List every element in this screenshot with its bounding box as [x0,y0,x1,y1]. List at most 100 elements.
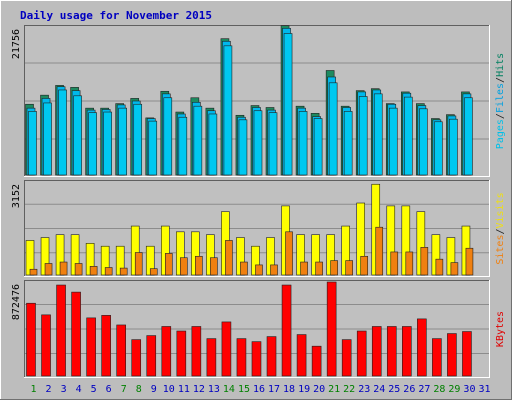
x-tick-label: 24 [373,384,385,395]
sites-bar [195,255,203,276]
x-tick-label: 12 [193,384,205,395]
x-tick-label: 3 [61,384,67,395]
sites-bar [119,267,128,276]
pages-bar [343,111,353,176]
pages-bar [268,112,278,176]
x-tick-label: 22 [343,384,355,395]
sites-bar [285,231,293,276]
x-tick-label: 30 [463,384,475,395]
x-tick-label: 14 [223,384,235,395]
x-tick-label: 9 [151,384,157,395]
sites-bar [270,264,278,276]
x-tick-label: 15 [238,384,250,395]
pages-bar [388,107,398,176]
kbytes-bar [116,324,126,377]
kbytes-bar [326,281,337,377]
kbytes-bar [417,318,427,377]
sites-visits-panel-legend-text: Sites/Visits [495,192,506,264]
legend-item: Hits [495,53,506,77]
pages-files-hits-panel-legend-text: Pages/Files/Hits [495,53,506,149]
sites-bar [255,264,263,276]
pages-bar [238,119,248,176]
legend-item: Visits [495,192,506,228]
pages-bar [103,111,112,176]
kbytes-bar [311,345,322,377]
sites-bar [330,260,338,276]
chart-title: Daily usage for November 2015 [20,9,212,22]
sites-bar [59,261,68,276]
sites-bar [240,261,248,276]
kbytes-bar [41,314,51,377]
sites-visits-panel-legend: Sites/Visits [495,192,506,264]
pages-bar [283,33,293,176]
pages-bar [28,111,37,176]
pages-bar [58,89,67,176]
pages-bar [88,112,97,176]
legend-item: KBytes [495,311,506,347]
sites-bar [164,253,173,276]
pages-bar [419,108,428,176]
kbytes-bar [26,302,36,377]
sites-bar [134,252,143,276]
x-tick-label: 7 [121,384,127,395]
kbytes-bar [341,339,352,377]
kbytes-bar [386,326,397,377]
x-tick-label: 16 [253,384,265,395]
kbytes-bar [206,338,217,377]
x-tick-label: 23 [358,384,370,395]
sites-bar [375,226,384,276]
legend-item: Pages [495,119,506,149]
kbytes-bar [462,331,472,377]
kbytes-bar [236,338,247,377]
kbytes-bar [191,326,202,377]
sites-bar [29,268,38,276]
kbytes-bar [356,330,367,377]
x-tick-label: 26 [403,384,415,395]
sites-bar [420,247,429,276]
pages-bar [373,93,383,176]
sites-bar [180,257,188,276]
x-tick-label: 29 [448,384,460,395]
pages-bar [464,97,473,176]
sites-bar [465,247,474,276]
kbytes-bar [266,336,277,377]
pages-bar [73,95,82,176]
kbytes-panel-legend-text: KBytes [495,311,506,347]
sites-bar [390,251,399,276]
sites-bar [149,268,158,276]
sites-bar [89,266,98,276]
legend-item: / [495,113,506,119]
kbytes-panel-ytick-label: 872476 [11,284,22,320]
kbytes-bar [447,333,457,377]
x-tick-label: 2 [46,384,52,395]
sites-bar [210,257,218,276]
x-tick-label: 28 [433,384,445,395]
sites-bar [44,263,53,276]
x-tick-label: 17 [268,384,280,395]
kbytes-bar [402,326,412,377]
sites-bar [104,267,113,276]
kbytes-bar [251,341,262,377]
sites-bar [405,251,414,276]
pages-bar [178,116,188,176]
pages-bar [328,82,338,176]
pages-bar [208,113,218,176]
x-tick-label: 8 [136,384,142,395]
pages-files-hits-panel-ytick-label: 21756 [11,29,22,59]
pages-files-hits-panel-legend: Pages/Files/Hits [495,53,506,149]
sites-visits-panel-ytick-label: 3152 [11,184,22,208]
pages-bar [118,107,127,176]
x-tick-label: 1 [31,384,37,395]
legend-item: / [495,77,506,83]
kbytes-bar [161,326,172,377]
sites-bar [74,263,83,276]
sites-bar [345,260,353,276]
pages-bar [358,96,368,176]
kbytes-bar [371,326,382,377]
pages-bar [43,102,52,176]
x-tick-label: 21 [328,384,340,395]
kbytes-panel-legend: KBytes [495,311,506,347]
sites-bar [360,255,369,276]
x-tick-label: 20 [313,384,325,395]
